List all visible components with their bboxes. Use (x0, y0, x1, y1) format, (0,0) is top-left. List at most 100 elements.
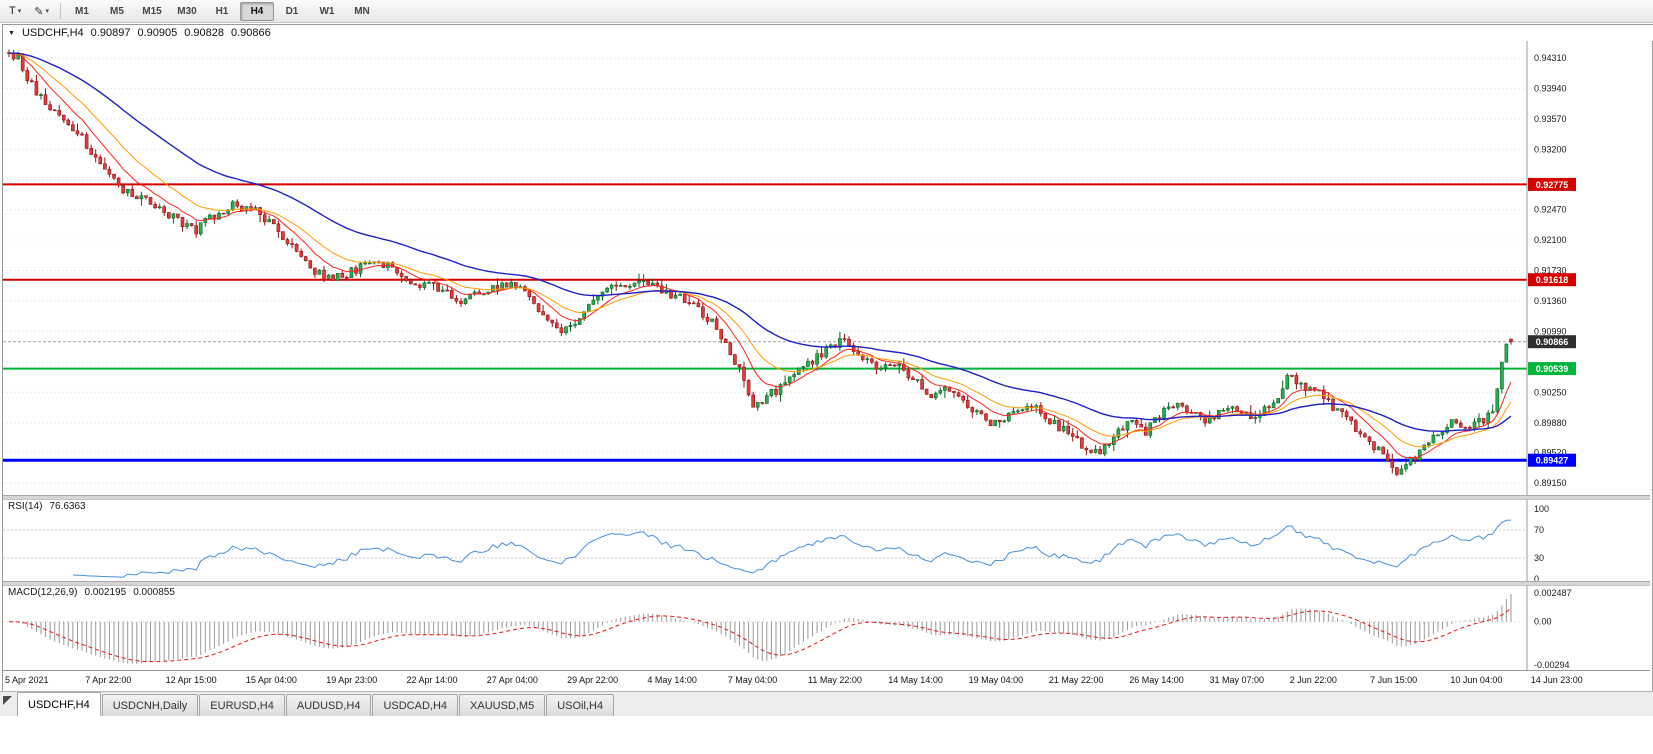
rsi-name: RSI(14) (8, 501, 43, 512)
ohlc-low: 0.90828 (184, 27, 224, 39)
rsi-pane[interactable]: 100 70 30 0 (3, 498, 1650, 581)
timeframe-button-m15[interactable]: M15 (142, 5, 162, 17)
time-label: 31 May 07:00 (1209, 675, 1265, 685)
svg-text:0.89520: 0.89520 (1534, 448, 1567, 458)
time-label: 2 Jun 22:00 (1289, 675, 1337, 685)
pane-splitter[interactable] (3, 581, 1650, 586)
timeframe-button-m5[interactable]: M5 (110, 5, 124, 17)
time-label: 7 Jun 15:00 (1370, 675, 1418, 685)
svg-text:0.93200: 0.93200 (1534, 144, 1567, 154)
chart-tab-bar: USDCHF,H4 USDCNH,Daily EURUSD,H4 AUDUSD,H4 U… (0, 691, 1653, 716)
chart-symbol-label: USDCHF,H4 (21, 27, 84, 39)
time-label: 19 Apr 23:00 (326, 675, 378, 685)
svg-text:0.90866: 0.90866 (1536, 337, 1569, 347)
ohlc-high: 0.90905 (137, 27, 178, 39)
chart-tab-usoil[interactable]: USOil,H4 (546, 694, 615, 716)
macd-pane[interactable]: 0.002487 0.00 -0.00294 (3, 584, 1650, 670)
svg-text:0.89150: 0.89150 (1534, 478, 1567, 488)
toolbar: T ▾ ✎ ▾ M1 M5 M15 M30 H1 H4 D1 W1 MN (0, 0, 1653, 23)
macd-name: MACD(12,26,9) (8, 587, 78, 598)
ma-45-line (8, 52, 1512, 433)
chart-tab-xauusd[interactable]: XAUUSD,M5 (459, 694, 546, 716)
timeframe-button-h4[interactable]: H4 (239, 1, 274, 21)
horizontal-levels (3, 183, 1527, 462)
chart-tab-audusd[interactable]: AUDUSD,H4 (285, 694, 372, 716)
svg-text:0.89427: 0.89427 (1536, 456, 1569, 466)
time-label: 11 May 22:00 (808, 675, 862, 685)
chart-tab-usdchf[interactable]: USDCHF,H4 (17, 692, 101, 716)
svg-text:100: 100 (1534, 504, 1549, 514)
time-axis[interactable]: 5 Apr 2021 7 Apr 22:00 12 Apr 15:00 15 Apr … (3, 670, 1650, 690)
moving-averages (8, 52, 1512, 459)
time-label: 15 Apr 04:00 (245, 675, 297, 685)
svg-text:0: 0 (1534, 574, 1539, 581)
timeframe-button-h1[interactable]: H1 (215, 5, 229, 17)
time-label: 21 May 22:00 (1048, 675, 1104, 685)
macd-signal-line (8, 607, 1512, 663)
pencil-icon: ✎ (34, 5, 44, 18)
ohlc-open: 0.90897 (90, 27, 131, 39)
ma-9-line (8, 52, 1512, 459)
time-label: 5 Apr 2021 (5, 675, 49, 685)
macd-indicator-label: MACD(12,26,9) 0.002195 0.000855 (8, 587, 175, 598)
macd-histogram (13, 594, 1512, 664)
candles (7, 49, 1513, 477)
price-chart-pane[interactable]: 0.94310 0.93940 0.93570 0.93200 0.92470 0.921… (3, 41, 1650, 495)
svg-text:0.90990: 0.90990 (1534, 326, 1567, 336)
chevron-down-icon: ▾ (17, 8, 22, 15)
svg-text:30: 30 (1534, 553, 1544, 563)
svg-text:0.94310: 0.94310 (1534, 53, 1567, 63)
svg-text:0.93940: 0.93940 (1534, 84, 1567, 94)
time-label: 29 Apr 22:00 (567, 675, 619, 685)
text-tool-label: T (9, 5, 16, 17)
timeframe-button-m30[interactable]: M30 (177, 5, 197, 17)
pane-splitter[interactable] (3, 495, 1650, 500)
timeframe-button-w1[interactable]: W1 (319, 5, 335, 17)
rsi-line (72, 519, 1512, 578)
rsi-levels (3, 529, 1527, 559)
svg-text:0.91618: 0.91618 (1536, 275, 1569, 285)
timeframe-button-m1[interactable]: M1 (75, 5, 89, 17)
svg-text:-0.00294: -0.00294 (1534, 660, 1570, 670)
chart-window: ▼ USDCHF,H4 0.90897 0.90905 0.90828 0.90… (2, 24, 1653, 692)
time-label: 12 Apr 15:00 (165, 675, 217, 685)
time-label: 19 May 04:00 (968, 675, 1024, 685)
svg-text:0.92775: 0.92775 (1536, 180, 1569, 190)
rsi-indicator-label: RSI(14) 76.6363 (8, 501, 86, 512)
draw-tool-button[interactable]: ✎ ▾ (28, 1, 55, 21)
time-label: 22 Apr 14:00 (406, 675, 458, 685)
toolbar-separator (59, 3, 61, 19)
tab-scroll-icon[interactable] (3, 696, 12, 705)
chevron-down-icon: ▾ (45, 8, 49, 15)
chart-tab-usdcnh[interactable]: USDCNH,Daily (101, 694, 199, 716)
text-tool-button[interactable]: T ▾ (3, 1, 27, 21)
svg-text:70: 70 (1534, 525, 1544, 535)
timeframe-button-d1[interactable]: D1 (285, 5, 299, 17)
svg-text:0.00: 0.00 (1534, 617, 1552, 627)
macd-main-value: 0.002195 (84, 587, 127, 598)
time-label: 14 May 14:00 (888, 675, 943, 685)
time-label: 14 Jun 23:00 (1530, 675, 1583, 685)
time-label: 7 May 04:00 (727, 675, 778, 685)
rsi-value: 76.6363 (49, 501, 86, 512)
timeframe-button-mn[interactable]: MN (354, 5, 370, 17)
time-label: 4 May 14:00 (647, 675, 697, 685)
chart-tab-eurusd[interactable]: EURUSD,H4 (199, 694, 285, 716)
rsi-axis-labels: 100 70 30 0 (1534, 504, 1549, 581)
time-label: 10 Jun 04:00 (1450, 675, 1503, 685)
svg-text:0.89880: 0.89880 (1534, 418, 1567, 428)
ohlc-close: 0.90866 (230, 27, 271, 39)
svg-text:0.92100: 0.92100 (1534, 235, 1567, 245)
time-label: 27 Apr 04:00 (486, 675, 538, 685)
chart-title-bar: ▼ USDCHF,H4 0.90897 0.90905 0.90828 0.90… (3, 25, 1653, 41)
macd-signal-value: 0.000855 (133, 587, 175, 598)
chart-tab-usdcad[interactable]: USDCAD,H4 (372, 694, 459, 716)
timeframe-toolbar: M1 M5 M15 M30 H1 H4 D1 W1 MN (65, 1, 380, 21)
window-menu-icon[interactable]: ▼ (8, 29, 15, 37)
price-scale-boxes: 0.92775 0.91618 0.90539 0.89427 0.90866 (1528, 177, 1576, 467)
svg-text:0.002487: 0.002487 (1534, 588, 1572, 598)
macd-axis-labels: 0.002487 0.00 -0.00294 (1534, 588, 1572, 670)
svg-text:0.90250: 0.90250 (1534, 387, 1567, 397)
svg-text:0.91360: 0.91360 (1534, 296, 1567, 306)
time-label: 26 May 14:00 (1129, 675, 1184, 685)
